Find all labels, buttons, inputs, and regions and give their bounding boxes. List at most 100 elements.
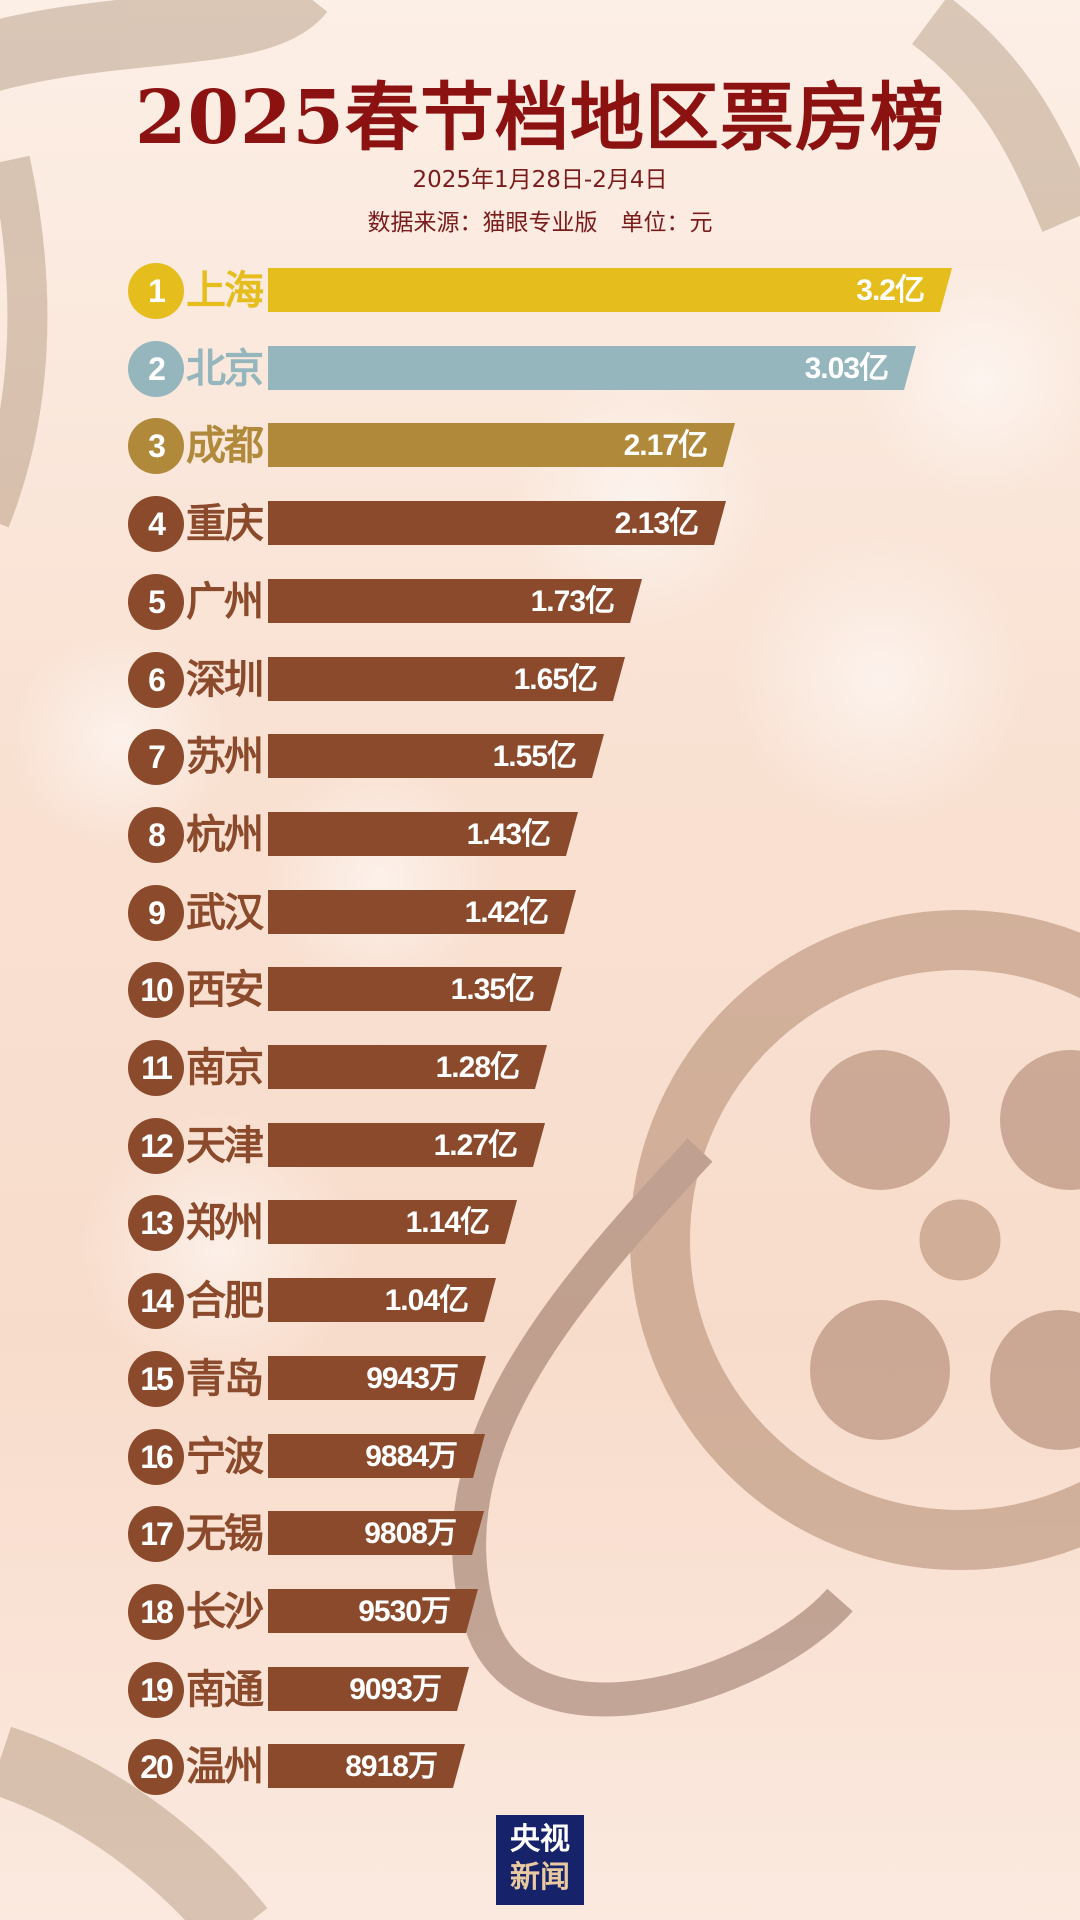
cctv-news-logo: 央视 新闻: [496, 1815, 584, 1905]
bar-shape: [268, 1588, 478, 1633]
city-label: 重庆: [186, 501, 264, 548]
rank-badge: 1: [128, 263, 184, 319]
rank-badge: 6: [128, 651, 184, 708]
chart-source-unit: 数据来源：猫眼专业版 单位：元: [367, 210, 713, 236]
bar-row: 2 北京 3.03亿: [0, 340, 1080, 397]
bar-row: 9 武汉 1.42亿: [0, 884, 1080, 941]
bar-shape: [268, 967, 562, 1012]
rank-badge: 18: [128, 1583, 184, 1640]
bar: [268, 1355, 486, 1400]
city-label: 北京: [186, 345, 264, 392]
bar-shape: [268, 1278, 496, 1323]
bar-row: 14 合肥 1.04亿: [0, 1273, 1080, 1330]
city-label: 长沙: [186, 1588, 264, 1635]
value-label: 1.42亿: [464, 895, 549, 929]
rank-badge: 16: [128, 1428, 184, 1485]
bar: [268, 1200, 517, 1245]
city-label: 杭州: [186, 811, 264, 858]
bar-row: 4 重庆 2.13亿: [0, 496, 1080, 553]
city-label: 宁波: [186, 1433, 264, 1480]
value-label: 1.28亿: [435, 1051, 520, 1084]
city-label: 西安: [186, 967, 264, 1014]
value-label: 9884万: [365, 1439, 458, 1473]
bar-shape: [268, 1045, 547, 1089]
value-label: 1.65亿: [513, 662, 598, 696]
bar-shape: [268, 578, 642, 623]
city-label: 深圳: [186, 656, 264, 703]
bar: [268, 1511, 484, 1556]
bar-row: 10 西安 1.35亿: [0, 962, 1080, 1019]
bar: [268, 1045, 547, 1089]
bar-row: 7 苏州 1.55亿: [0, 729, 1080, 786]
bar-shape: [268, 345, 916, 390]
value-label: 1.43亿: [466, 817, 551, 851]
rank-badge: 11: [128, 1040, 184, 1096]
bar: [268, 811, 578, 856]
bar: [268, 423, 735, 468]
value-label: 8918万: [345, 1750, 438, 1784]
bar-shape: [268, 811, 578, 856]
bar-shape: [268, 734, 604, 779]
bar-row: 17 无锡 9808万: [0, 1506, 1080, 1563]
bar: [268, 501, 726, 546]
bar-row: 11 南京 1.28亿: [0, 1040, 1080, 1096]
bar: [268, 734, 604, 779]
rank-badge: 7: [128, 729, 184, 786]
city-label: 苏州: [186, 734, 264, 781]
film-reel-icon: [452, 910, 1080, 1717]
value-label: 1.35亿: [450, 973, 535, 1007]
bar-shape: [268, 1666, 469, 1711]
bar-row: 15 青岛 9943万: [0, 1350, 1080, 1407]
bar: [268, 578, 642, 623]
rank-badge: 3: [128, 418, 184, 475]
bar-shape: [268, 268, 952, 312]
value-label: 2.13亿: [614, 507, 699, 541]
bar: [268, 889, 576, 934]
bar-shape: [268, 889, 576, 934]
bar-row: 6 深圳 1.65亿: [0, 651, 1080, 708]
bar: [268, 1433, 485, 1478]
bar-shape: [268, 1433, 485, 1478]
logo-line2: 新闻: [510, 1860, 570, 1895]
rank-badge: 8: [128, 806, 184, 863]
value-label: 9943万: [366, 1361, 459, 1395]
bar: [268, 268, 952, 312]
rank-badge: 15: [128, 1350, 184, 1407]
bar-shape: [268, 501, 726, 546]
bar: [268, 1588, 478, 1633]
city-label: 合肥: [186, 1278, 264, 1325]
bar-row: 12 天津 1.27亿: [0, 1117, 1080, 1174]
bar-row: 16 宁波 9884万: [0, 1428, 1080, 1485]
rank-badge: 4: [128, 496, 184, 553]
rank-badge: 2: [128, 340, 184, 397]
bar-shape: [268, 656, 625, 701]
bar-row: 1 上海 3.2亿: [0, 263, 1080, 319]
bar: [268, 967, 562, 1012]
value-label: 2.17亿: [623, 429, 708, 463]
rank-badge: 9: [128, 884, 184, 941]
bar-row: 20 温州 8918万: [0, 1739, 1080, 1796]
value-label: 1.27亿: [433, 1128, 518, 1162]
value-label: 3.03亿: [804, 351, 889, 385]
bar-row: 8 杭州 1.43亿: [0, 806, 1080, 863]
city-label: 成都: [186, 423, 264, 470]
bar-shape: [268, 1511, 484, 1556]
bar: [268, 1744, 465, 1789]
city-label: 广州: [186, 578, 264, 625]
city-label: 上海: [186, 268, 264, 314]
rank-badge: 14: [128, 1273, 184, 1330]
bar: [268, 1666, 469, 1711]
bar: [268, 345, 916, 390]
value-label: 9808万: [364, 1517, 457, 1551]
rank-badge: 19: [128, 1661, 184, 1718]
chart-subtitle-date: 2025年1月28日-2月4日: [412, 167, 668, 193]
city-label: 温州: [186, 1744, 264, 1791]
bar-shape: [268, 423, 735, 468]
rank-badge: 13: [128, 1195, 184, 1252]
bar: [268, 1122, 545, 1167]
bar: [268, 1278, 496, 1323]
rank-badge: 12: [128, 1117, 184, 1174]
bar-row: 5 广州 1.73亿: [0, 573, 1080, 630]
bar: [268, 656, 625, 701]
